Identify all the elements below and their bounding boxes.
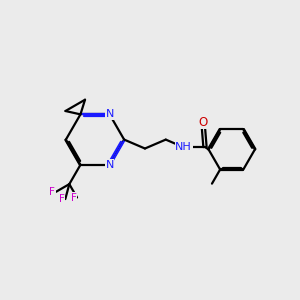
Text: F: F [70, 193, 76, 202]
Text: F: F [59, 194, 65, 204]
Text: O: O [199, 116, 208, 129]
Text: N: N [105, 160, 114, 170]
Text: F: F [50, 187, 55, 197]
Text: NH: NH [175, 142, 192, 152]
Text: N: N [105, 110, 114, 119]
